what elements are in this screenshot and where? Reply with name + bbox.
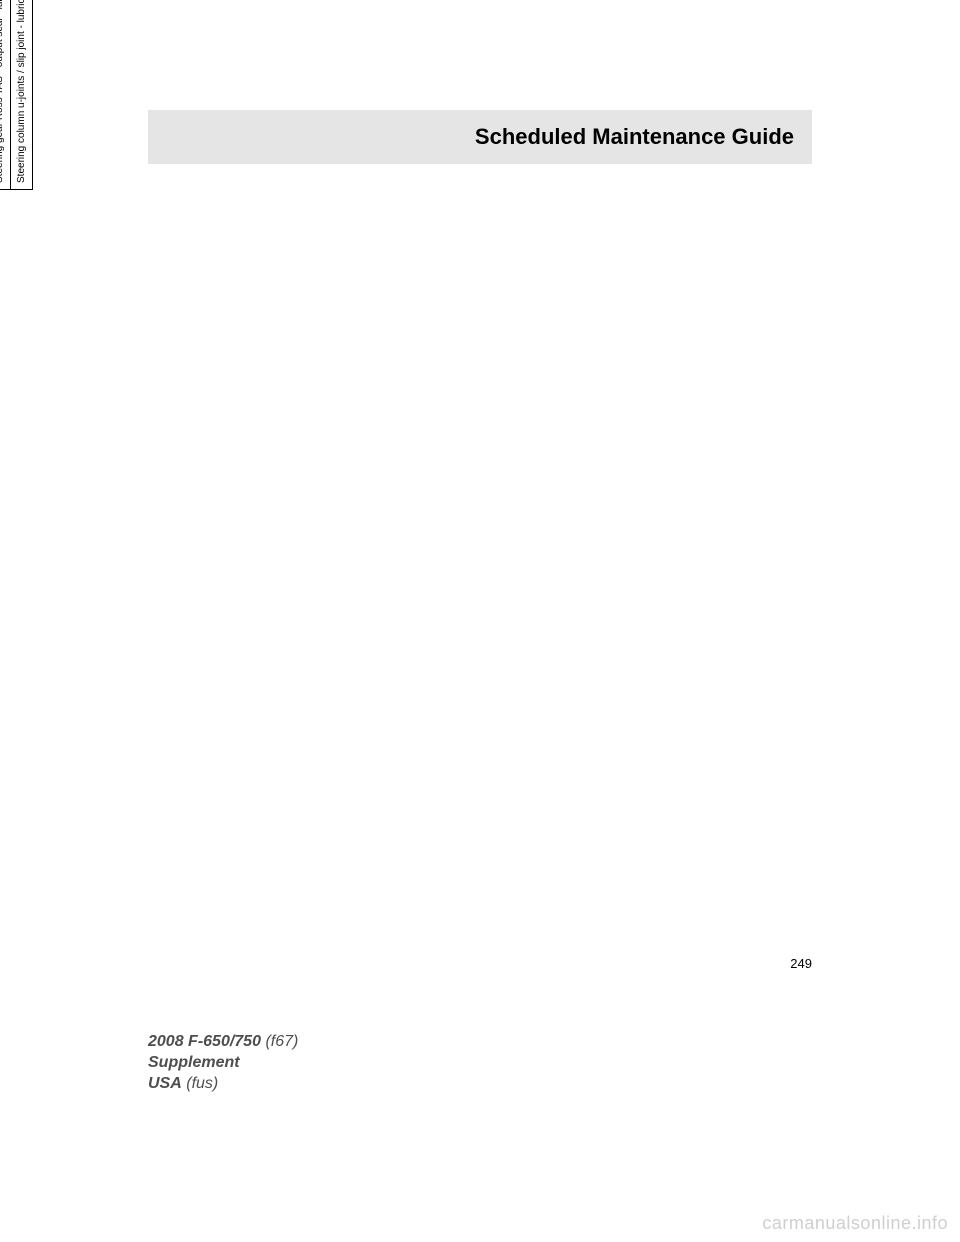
- maintenance-table-inner: CITY - 60,000 MILES (96,000 KM) OR LESS …: [0, 0, 156, 190]
- footer-supplement: Supplement: [148, 1054, 240, 1071]
- page-number: 249: [790, 956, 812, 971]
- maint-item-label: Steering gear Ross TAS - output seal - l…: [0, 0, 11, 190]
- maint-item-label: Steering column u-joints / slip joint - …: [11, 0, 33, 190]
- page: Scheduled Maintenance Guide CITY - 60,00…: [0, 0, 960, 1242]
- footer-usa-code: (fus): [186, 1075, 218, 1092]
- footer: 2008 F-650/750 (f67) Supplement USA (fus…: [148, 1032, 298, 1094]
- footer-usa: USA: [148, 1075, 182, 1092]
- footer-model: 2008 F-650/750: [148, 1033, 261, 1050]
- maintenance-table: CITY - 60,000 MILES (96,000 KM) OR LESS …: [0, 0, 33, 190]
- footer-model-code: (f67): [265, 1033, 298, 1050]
- maintenance-table-wrap: CITY - 60,000 MILES (96,000 KM) OR LESS …: [156, 0, 908, 190]
- watermark: carmanualsonline.info: [762, 1213, 948, 1234]
